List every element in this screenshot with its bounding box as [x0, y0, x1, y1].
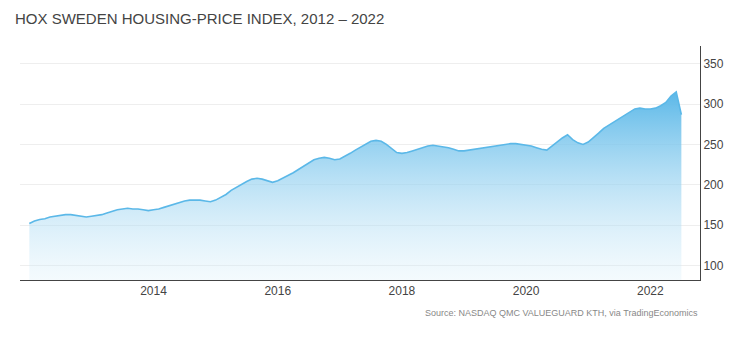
svg-text:Source: NASDAQ QMC VALUEGUARD: Source: NASDAQ QMC VALUEGUARD KTH, via T…: [425, 308, 698, 318]
svg-text:300: 300: [703, 97, 723, 111]
svg-text:100: 100: [703, 259, 723, 273]
svg-text:350: 350: [703, 57, 723, 71]
svg-text:2016: 2016: [264, 284, 291, 298]
svg-text:200: 200: [703, 178, 723, 192]
svg-text:2022: 2022: [637, 284, 664, 298]
svg-text:2014: 2014: [140, 284, 167, 298]
svg-text:250: 250: [703, 138, 723, 152]
svg-text:2018: 2018: [389, 284, 416, 298]
svg-text:150: 150: [703, 218, 723, 232]
svg-text:HOX SWEDEN HOUSING-PRICE INDEX: HOX SWEDEN HOUSING-PRICE INDEX, 2012 – 2…: [15, 10, 384, 27]
svg-text:2020: 2020: [513, 284, 540, 298]
